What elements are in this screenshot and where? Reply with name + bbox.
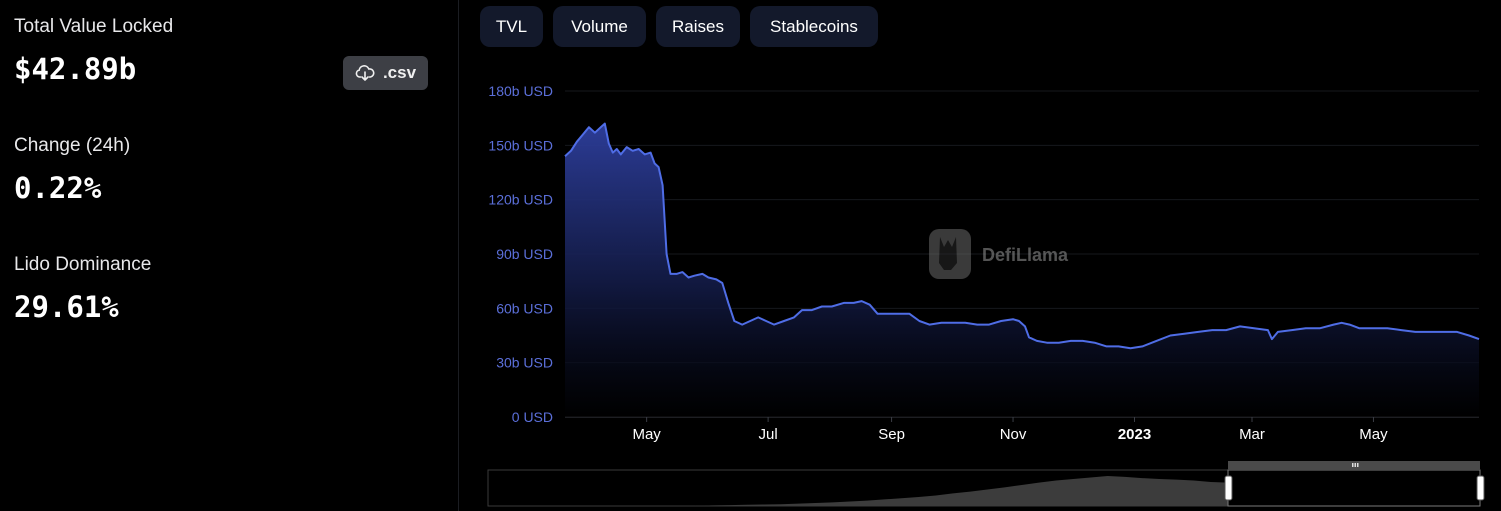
dominance-label: Lido Dominance [14, 254, 152, 275]
range-slider-overview [488, 476, 1228, 506]
x-tick-label: 2023 [1118, 426, 1151, 443]
y-tick-label: 30b USD [496, 355, 553, 371]
tvl-value: $42.89b [14, 52, 137, 86]
range-slider-right-handle[interactable] [1476, 475, 1485, 501]
tvl-line [564, 122, 1480, 350]
x-tick-label: May [1359, 426, 1388, 443]
y-tick-label: 150b USD [488, 137, 553, 153]
tab-stablecoins[interactable]: Stablecoins [750, 6, 878, 47]
change-label: Change (24h) [14, 135, 131, 156]
tab-volume[interactable]: Volume [553, 6, 646, 47]
y-axis: 0 USD 30b USD 60b USD 90b USD 120b USD 150b U… [488, 83, 553, 425]
y-tick-label: 0 USD [512, 409, 553, 425]
y-tick-label: 120b USD [488, 192, 553, 208]
drag-grip-icon [1352, 463, 1359, 467]
change-value: 0.22% [14, 171, 102, 205]
tvl-chart[interactable]: 0 USD 30b USD 60b USD 90b USD 120b USD 150b U… [458, 60, 1501, 511]
range-slider-left-handle[interactable] [1224, 475, 1233, 501]
x-tick-label: Jul [759, 426, 778, 443]
x-axis: May Jul Sep Nov 2023 Mar May [632, 417, 1388, 443]
tab-tvl[interactable]: TVL [480, 6, 543, 47]
dominance-value: 29.61% [14, 290, 119, 324]
x-tick-label: May [632, 426, 661, 443]
y-tick-label: 180b USD [488, 83, 553, 99]
tvl-label: Total Value Locked [14, 16, 174, 37]
tab-raises[interactable]: Raises [656, 6, 740, 47]
range-slider[interactable] [487, 461, 1485, 507]
download-csv-label: .csv [382, 63, 417, 82]
x-tick-label: Sep [878, 426, 905, 443]
stats-panel: Total Value Locked $42.89b .csv Change (… [0, 0, 459, 511]
defillama-watermark: DefiLlama [929, 229, 1069, 279]
range-slider-selection[interactable] [1227, 469, 1481, 507]
x-tick-label: Mar [1239, 426, 1265, 443]
watermark-text: DefiLlama [982, 245, 1069, 265]
y-tick-label: 90b USD [496, 246, 553, 262]
cloud-download-icon [355, 64, 375, 82]
x-tick-label: Nov [1000, 426, 1027, 443]
tvl-area [565, 123, 1479, 417]
llama-icon [929, 229, 971, 279]
range-slider-drag-bar[interactable] [1228, 461, 1480, 470]
y-tick-label: 60b USD [496, 300, 553, 316]
download-csv-button[interactable]: .csv [343, 56, 428, 90]
